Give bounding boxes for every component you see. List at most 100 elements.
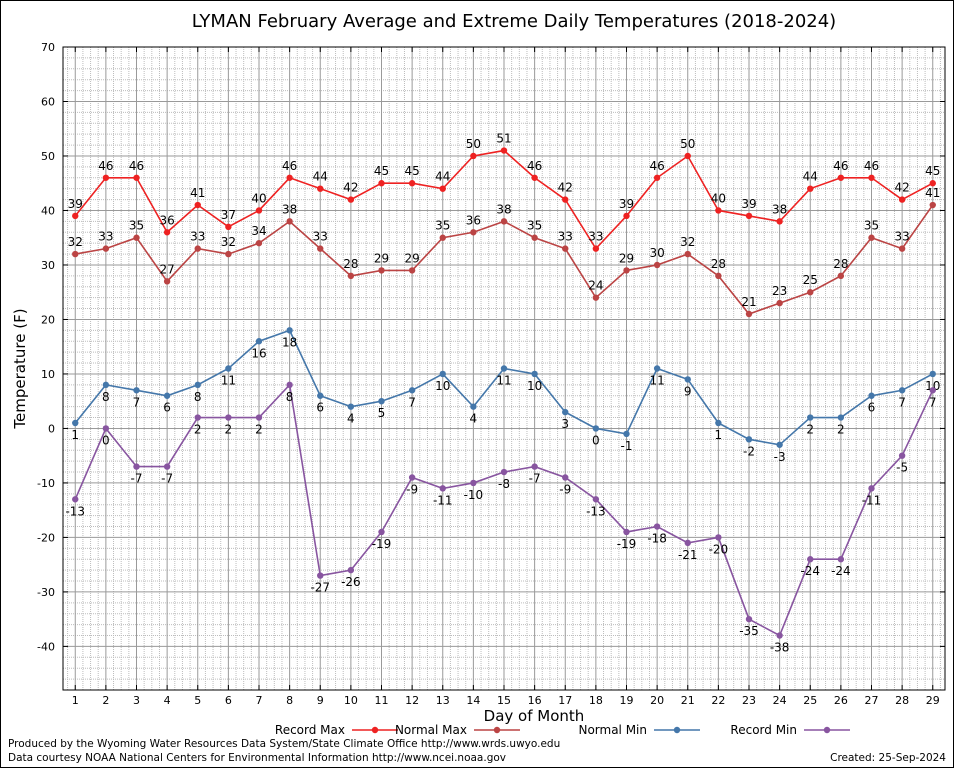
normal-max-point bbox=[470, 229, 477, 236]
record-max-data-label: 37 bbox=[221, 208, 236, 222]
normal-max-point bbox=[929, 201, 936, 209]
record-min-data-label: 2 bbox=[255, 423, 263, 437]
record-min-point bbox=[378, 528, 385, 536]
x-tick-label: 18 bbox=[589, 694, 603, 707]
normal-max-data-label: 33 bbox=[894, 230, 909, 244]
normal-max-point bbox=[347, 272, 355, 280]
x-tick-label: 25 bbox=[803, 694, 817, 707]
record-max-data-label: 42 bbox=[343, 181, 358, 195]
chart-title: LYMAN February Average and Extreme Daily… bbox=[192, 11, 836, 32]
normal-max-point bbox=[562, 245, 569, 252]
normal-max-point bbox=[684, 250, 691, 258]
record-min-point bbox=[715, 534, 722, 541]
record-max-point bbox=[408, 180, 416, 187]
normal-min-point bbox=[715, 419, 722, 427]
x-tick-label: 26 bbox=[834, 694, 848, 707]
normal-min-point bbox=[653, 365, 661, 372]
record-min-data-label: -9 bbox=[559, 482, 571, 496]
record-max-point bbox=[837, 174, 845, 181]
normal-max-data-label: 29 bbox=[619, 251, 634, 265]
record-min-data-label: -19 bbox=[617, 537, 637, 551]
x-tick-label: 14 bbox=[466, 694, 480, 707]
record-max-point bbox=[868, 174, 875, 181]
x-tick-label: 27 bbox=[865, 694, 879, 707]
normal-min-data-label: 8 bbox=[194, 390, 202, 404]
record-min-data-label: -7 bbox=[161, 472, 173, 486]
normal-min-point bbox=[898, 387, 906, 394]
normal-min-data-label: 8 bbox=[102, 390, 110, 404]
record-max-data-label: 46 bbox=[98, 159, 113, 173]
normal-max-data-label: 29 bbox=[404, 251, 419, 265]
normal-max-data-label: 35 bbox=[129, 219, 144, 233]
record-max-point bbox=[929, 180, 936, 187]
record-min-data-label: 2 bbox=[194, 423, 202, 437]
record-max-point bbox=[562, 196, 569, 203]
record-max-data-label: 39 bbox=[741, 197, 756, 211]
record-min-data-label: 0 bbox=[102, 433, 110, 447]
x-tick-label: 15 bbox=[497, 694, 511, 707]
y-tick-label: 0 bbox=[48, 422, 55, 435]
normal-max-point bbox=[194, 245, 201, 252]
normal-max-point bbox=[776, 299, 783, 307]
record-max-point bbox=[715, 207, 722, 214]
normal-min-data-label: 18 bbox=[282, 335, 297, 349]
normal-min-point bbox=[776, 441, 783, 448]
x-tick-label: 20 bbox=[650, 694, 664, 707]
record-max-data-label: 39 bbox=[619, 197, 634, 211]
normal-max-point bbox=[531, 234, 538, 241]
normal-min-data-label: 7 bbox=[898, 395, 906, 409]
record-max-data-label: 46 bbox=[282, 159, 297, 173]
record-min-data-label: -10 bbox=[464, 488, 484, 502]
legend-marker-normal-max bbox=[493, 726, 501, 734]
x-tick-label: 9 bbox=[317, 694, 324, 707]
record-min-data-label: -38 bbox=[770, 641, 790, 655]
x-tick-label: 1 bbox=[72, 694, 79, 707]
normal-min-point bbox=[408, 387, 416, 394]
normal-max-data-label: 28 bbox=[833, 257, 848, 271]
legend-marker-normal-min bbox=[673, 726, 681, 734]
record-min-data-label: -21 bbox=[678, 548, 698, 562]
normal-min-point bbox=[72, 419, 79, 427]
normal-min-point bbox=[562, 408, 569, 416]
record-min-data-label: -35 bbox=[739, 624, 759, 638]
normal-min-point bbox=[745, 436, 753, 443]
normal-max-data-label: 38 bbox=[282, 202, 297, 216]
normal-min-data-label: 2 bbox=[837, 423, 845, 437]
record-max-data-label: 44 bbox=[313, 170, 328, 184]
normal-max-data-label: 35 bbox=[527, 219, 542, 233]
x-axis-label: Day of Month bbox=[484, 707, 585, 725]
normal-max-data-label: 32 bbox=[680, 235, 695, 249]
x-tick-label: 4 bbox=[164, 694, 171, 707]
x-tick-label: 19 bbox=[620, 694, 634, 707]
record-min-point bbox=[133, 463, 140, 470]
record-max-data-label: 41 bbox=[190, 186, 205, 200]
record-min-data-label: -13 bbox=[65, 504, 85, 518]
x-tick-label: 8 bbox=[286, 694, 293, 707]
record-min-data-label: -11 bbox=[862, 493, 882, 507]
normal-max-point bbox=[133, 234, 140, 241]
x-tick-label: 13 bbox=[436, 694, 450, 707]
normal-max-data-label: 32 bbox=[221, 235, 236, 249]
record-min-point bbox=[531, 463, 538, 470]
record-max-data-label: 45 bbox=[925, 164, 940, 178]
x-tick-label: 11 bbox=[375, 694, 389, 707]
record-max-point bbox=[439, 185, 446, 192]
record-max-data-label: 46 bbox=[649, 159, 664, 173]
record-min-point bbox=[470, 479, 477, 487]
record-min-point bbox=[745, 615, 753, 623]
y-tick-label: 60 bbox=[41, 95, 55, 108]
record-max-point bbox=[684, 152, 691, 160]
legend-label-normal-min: Normal Min bbox=[578, 723, 647, 737]
normal-max-point bbox=[837, 272, 845, 280]
record-max-data-label: 42 bbox=[558, 181, 573, 195]
x-tick-label: 23 bbox=[742, 694, 756, 707]
normal-max-data-label: 32 bbox=[68, 235, 83, 249]
x-tick-label: 2 bbox=[102, 694, 109, 707]
record-min-point bbox=[317, 572, 324, 579]
normal-min-data-label: 11 bbox=[221, 374, 236, 388]
record-max-data-label: 40 bbox=[711, 191, 726, 205]
x-tick-label: 24 bbox=[773, 694, 787, 707]
normal-max-data-label: 28 bbox=[711, 257, 726, 271]
record-min-point bbox=[72, 496, 79, 503]
